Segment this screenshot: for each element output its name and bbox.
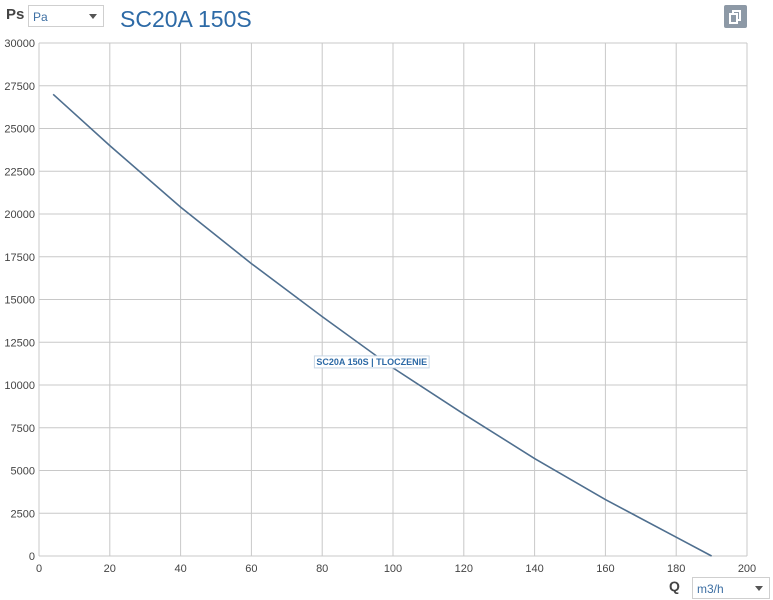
y-tick-label: 22500 [4,166,35,178]
x-unit-value: m3/h [697,582,724,596]
chart-title: SC20A 150S [120,6,252,32]
y-tick-label: 27500 [4,81,35,93]
x-tick-label: 160 [596,563,614,575]
series [52,93,712,557]
series-name-label: SC20A 150S | TLOCZENIE [316,357,427,367]
chevron-down-icon [89,14,97,19]
x-tick-label: 100 [384,563,402,575]
y-tick-label: 12500 [4,337,35,349]
y-tick-label: 2500 [11,508,35,520]
grid [38,42,748,557]
y-axis-symbol: Ps [6,6,25,23]
tick-labels: 0 20 40 60 80 100 120 140 160 180 200 0 2500 5000 7500… [4,38,756,575]
y-tick-label: 7500 [11,423,35,435]
x-unit-select[interactable]: m3/h [692,577,770,599]
x-tick-label: 200 [738,563,756,575]
x-tick-label: 140 [525,563,543,575]
y-tick-label: 15000 [4,295,35,307]
y-tick-label: 0 [29,551,35,563]
x-axis-symbol: Q [669,578,680,594]
x-tick-label: 0 [36,563,42,575]
y-tick-label: 25000 [4,124,35,136]
y-tick-label: 20000 [4,209,35,221]
series-line [52,93,712,557]
y-unit-select[interactable]: Pa [28,5,104,27]
x-tick-label: 80 [316,563,328,575]
series-label-background [313,355,430,369]
series-labels: SC20A 150S | TLOCZENIE [313,355,430,369]
y-tick-label: 10000 [4,380,35,392]
x-tick-label: 40 [174,563,186,575]
chevron-down-icon [755,586,763,591]
x-tick-label: 180 [667,563,685,575]
y-tick-label: 17500 [4,252,35,264]
y-tick-label: 30000 [4,38,35,50]
x-tick-label: 20 [104,563,116,575]
x-tick-label: 120 [455,563,473,575]
x-tick-label: 60 [245,563,257,575]
y-tick-label: 5000 [11,466,35,478]
y-unit-value: Pa [33,10,48,24]
copy-button[interactable] [724,5,747,28]
copy-icon-front [729,13,738,24]
